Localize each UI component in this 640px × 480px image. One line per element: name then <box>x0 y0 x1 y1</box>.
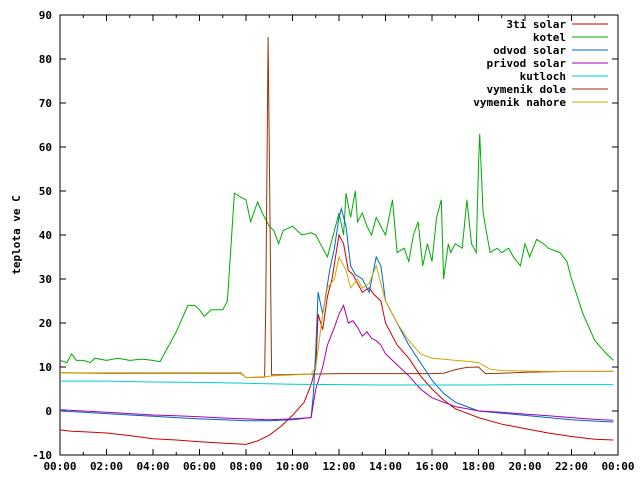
legend-label: odvod solar <box>493 44 566 57</box>
series-line-vymenik-nahore <box>60 255 614 379</box>
y-tick-label: 10 <box>39 361 52 374</box>
x-tick-label: 02:00 <box>90 460 123 473</box>
x-tick-label: 14:00 <box>369 460 402 473</box>
x-tick-label: 06:00 <box>183 460 216 473</box>
y-tick-label: 30 <box>39 273 52 286</box>
x-tick-label: 12:00 <box>322 460 355 473</box>
x-tick-label: 04:00 <box>136 460 169 473</box>
y-tick-label: 80 <box>39 53 52 66</box>
legend-label: 3ti solar <box>506 18 566 31</box>
legend-label: vymenik dole <box>487 83 567 96</box>
y-tick-label: 70 <box>39 97 52 110</box>
legend-label: kutloch <box>520 70 566 83</box>
y-tick-label: 90 <box>39 9 52 22</box>
legend-label: privod solar <box>487 57 567 70</box>
y-tick-label: 50 <box>39 185 52 198</box>
x-tick-label: 00:00 <box>601 460 634 473</box>
series-line-privod-solar <box>59 304 614 421</box>
x-tick-label: 00:00 <box>43 460 76 473</box>
y-tick-label: 20 <box>39 317 52 330</box>
x-tick-label: 18:00 <box>462 460 495 473</box>
axis-tick-labels: -10 0 10 20 30 40 50 60 70 80 90 00:00 02:00 04:00 06:… <box>32 9 634 473</box>
legend-label: vymenik nahore <box>473 96 566 109</box>
axis-ticks <box>59 14 619 456</box>
series-lines <box>59 36 614 445</box>
x-tick-label: 08:00 <box>229 460 262 473</box>
series-line-kotel <box>59 133 614 364</box>
y-tick-label: -10 <box>32 449 52 462</box>
series-line-odvod-solar <box>59 206 614 423</box>
y-axis-label: teplota ve C <box>10 195 23 274</box>
x-tick-label: 16:00 <box>415 460 448 473</box>
legend-label: kotel <box>533 31 566 44</box>
x-tick-label: 10:00 <box>276 460 309 473</box>
series-line-3ti-solar <box>59 233 614 445</box>
x-tick-label: 22:00 <box>555 460 588 473</box>
y-tick-label: 60 <box>39 141 52 154</box>
y-tick-label: 0 <box>45 405 52 418</box>
x-tick-label: 20:00 <box>508 460 541 473</box>
y-tick-label: 40 <box>39 229 52 242</box>
series-line-kutloch <box>60 380 614 386</box>
